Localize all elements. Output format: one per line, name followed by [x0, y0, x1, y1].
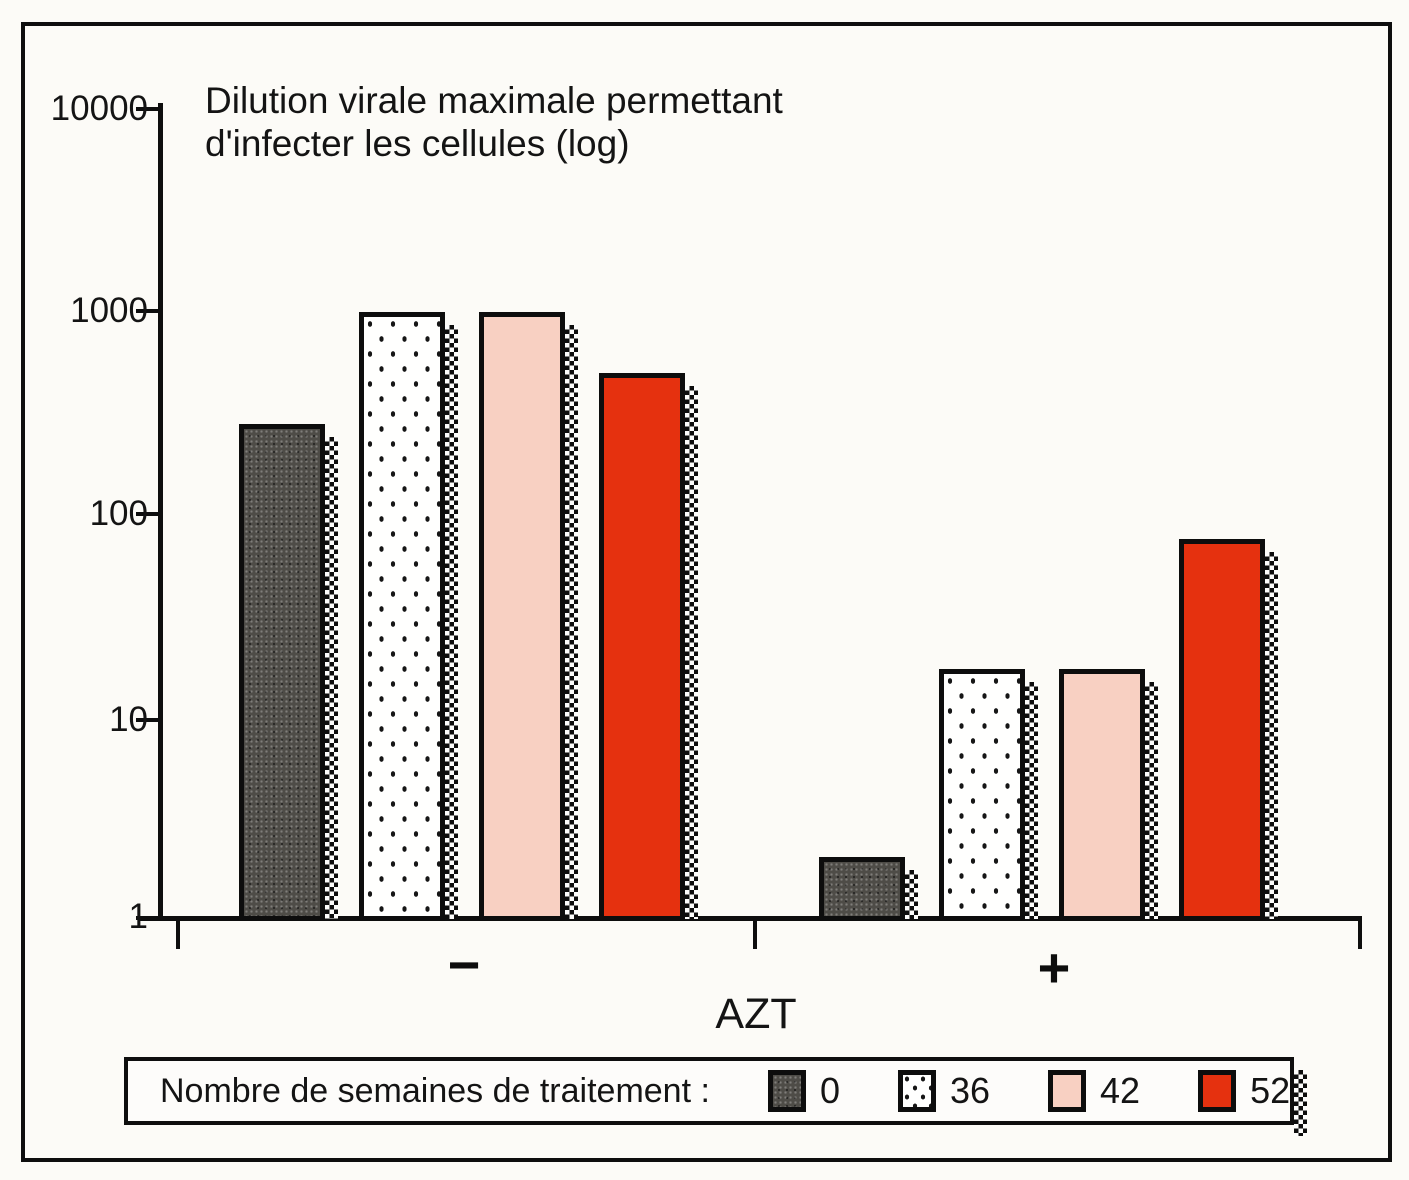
- legend-item-0: 0: [767, 1070, 840, 1112]
- y-tick-label-100: 100: [89, 494, 148, 533]
- y-tick-100: [136, 512, 160, 516]
- legend-swatch-gray-icon: [767, 1070, 806, 1112]
- bar-plus-wk42: [1059, 669, 1145, 921]
- legend-value-36: 36: [949, 1070, 991, 1111]
- group-label-plus: +: [1037, 936, 1071, 999]
- bar-minus-wk36: [359, 312, 445, 921]
- y-tick-1: [136, 916, 160, 920]
- legend-item-36: 36: [897, 1070, 991, 1112]
- bar-plus-wk52: [1179, 539, 1265, 921]
- bar-shadow-minus-wk52: [685, 386, 698, 919]
- legend-swatch-pink-icon: [1048, 1070, 1087, 1112]
- bar-shadow-minus-wk0: [325, 437, 338, 919]
- legend-title: Nombre de semaines de traitement :: [160, 1071, 710, 1110]
- legend-box: Nombre de semaines de traitement : 0 36 …: [124, 1057, 1294, 1125]
- legend-value-0: 0: [819, 1070, 840, 1111]
- chart-title-line-2: d'infecter les cellules (log): [205, 123, 630, 164]
- y-tick-label-10: 10: [109, 700, 148, 739]
- y-tick-label-10000: 10000: [50, 89, 148, 128]
- bar-minus-wk0: [239, 424, 325, 921]
- bar-minus-wk52: [599, 373, 685, 921]
- legend-item-42: 42: [1048, 1070, 1140, 1112]
- bar-shadow-plus-wk0: [905, 870, 918, 919]
- y-tick-10: [136, 718, 160, 722]
- bar-minus-wk42: [479, 312, 565, 921]
- y-tick-1000: [136, 309, 160, 313]
- legend-value-42: 42: [1100, 1070, 1141, 1111]
- legend-value-52: 52: [1250, 1070, 1291, 1111]
- bar-plus-wk36: [939, 669, 1025, 921]
- chart-title: Dilution virale maximale permettant d'in…: [205, 79, 783, 165]
- x-tick-left: [176, 921, 180, 949]
- bar-shadow-minus-wk42: [565, 325, 578, 919]
- y-tick-label-1000: 1000: [70, 291, 148, 330]
- y-tick-label-1: 1: [128, 897, 148, 936]
- figure-frame: [21, 22, 1392, 1162]
- legend-shadow: [1294, 1070, 1307, 1136]
- y-tick-10000: [136, 107, 160, 111]
- x-tick-right: [1358, 921, 1362, 949]
- x-tick-middle: [753, 921, 757, 949]
- legend-item-52: 52: [1198, 1070, 1290, 1112]
- x-axis-line: [138, 916, 1362, 921]
- chart-title-line-1: Dilution virale maximale permettant: [205, 80, 783, 121]
- legend-swatch-dotted-icon: [897, 1070, 936, 1112]
- legend-swatch-red-icon: [1198, 1070, 1237, 1112]
- group-label-minus: −: [447, 933, 481, 996]
- bar-shadow-minus-wk36: [445, 325, 458, 919]
- bar-plus-wk0: [819, 857, 905, 921]
- bar-shadow-plus-wk42: [1145, 682, 1158, 919]
- bar-shadow-plus-wk36: [1025, 682, 1038, 919]
- x-axis-title: AZT: [715, 990, 797, 1038]
- bar-shadow-plus-wk52: [1265, 552, 1278, 919]
- y-axis-line: [158, 103, 163, 921]
